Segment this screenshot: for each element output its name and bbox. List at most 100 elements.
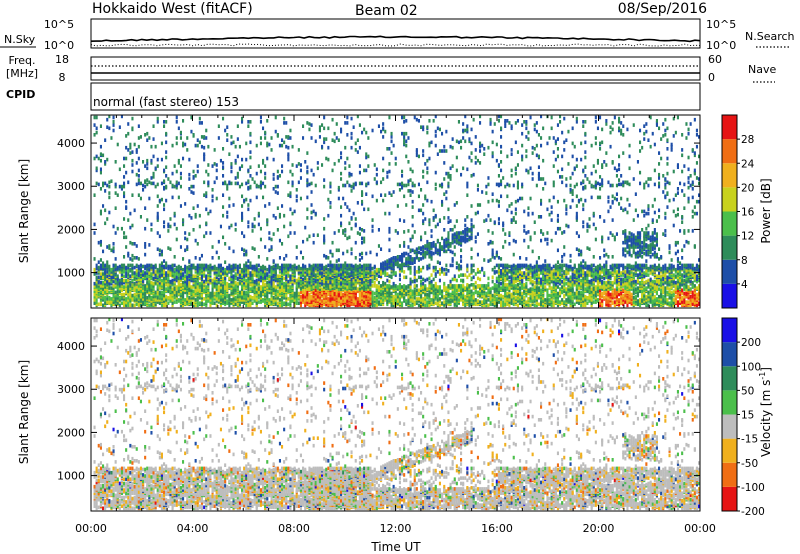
power-cell	[398, 290, 401, 295]
power-cell	[247, 224, 250, 229]
power-cell	[413, 272, 416, 276]
power-cell	[403, 230, 406, 234]
power-cell	[106, 217, 109, 221]
power-cell	[321, 123, 324, 127]
power-cell	[348, 183, 351, 188]
power-cell	[344, 293, 347, 298]
power-cell	[377, 274, 380, 278]
power-cell	[457, 284, 460, 288]
power-cell	[274, 285, 277, 289]
power-cell	[266, 141, 269, 146]
power-cell	[297, 162, 300, 166]
power-cell	[222, 235, 225, 240]
power-cell	[337, 291, 340, 296]
power-cell	[146, 166, 149, 171]
power-cell	[438, 297, 441, 301]
power-cell	[369, 250, 372, 255]
power-cell	[243, 294, 246, 299]
power-cell	[158, 300, 161, 304]
power-cell	[356, 287, 359, 291]
power-cell	[169, 296, 172, 300]
power-cell	[186, 301, 189, 305]
power-cell	[283, 272, 286, 276]
power-cell	[453, 252, 456, 257]
power-cell	[127, 251, 130, 256]
power-cell	[312, 285, 315, 289]
power-cell	[198, 140, 201, 145]
power-cell	[127, 263, 130, 268]
power-cell	[394, 229, 397, 233]
power-cell	[104, 296, 107, 300]
power-cell	[285, 263, 288, 268]
power-cell	[99, 243, 102, 247]
power-cell	[137, 283, 140, 287]
power-cell	[371, 290, 374, 295]
power-cell	[268, 301, 271, 305]
power-cell	[205, 221, 208, 226]
power-cell	[382, 135, 385, 139]
power-cell	[196, 290, 199, 295]
power-cell	[441, 266, 444, 271]
power-cell	[171, 263, 174, 268]
power-cell	[112, 128, 115, 133]
power-cell	[276, 280, 279, 285]
power-cell	[428, 276, 431, 281]
power-cell	[413, 260, 416, 264]
power-cell	[329, 190, 332, 194]
power-cell	[327, 286, 330, 290]
power-cell	[106, 245, 109, 249]
power-cell	[451, 284, 454, 288]
power-cell	[451, 233, 454, 237]
power-cell	[318, 266, 321, 271]
power-cell	[350, 184, 353, 189]
power-cell	[426, 243, 429, 247]
power-cell	[184, 231, 187, 235]
power-cell	[295, 290, 298, 295]
power-cell	[426, 277, 429, 282]
power-cell	[308, 266, 311, 271]
power-cell	[401, 287, 404, 291]
power-cell	[276, 184, 279, 189]
power-cell	[318, 299, 321, 303]
power-cell	[278, 298, 281, 302]
power-cell	[219, 283, 222, 287]
nave-label: Nave	[748, 63, 776, 76]
power-cell	[236, 124, 239, 128]
power-cell	[415, 153, 418, 158]
power-cell	[405, 183, 408, 188]
nsky-label: N.Sky	[4, 33, 36, 46]
power-cell	[219, 298, 222, 302]
power-cell	[127, 274, 130, 278]
power-cell	[257, 263, 260, 268]
power-cell	[192, 303, 195, 308]
power-cell	[363, 207, 366, 212]
power-cell	[222, 276, 225, 281]
power-cell	[160, 157, 163, 162]
power-cell	[409, 193, 412, 197]
power-cell	[304, 225, 307, 230]
power-cell	[245, 181, 248, 186]
power-cell	[169, 217, 172, 221]
power-cell	[346, 270, 349, 274]
power-cell	[386, 261, 389, 265]
power-cell	[329, 291, 332, 296]
power-cell	[285, 283, 288, 287]
power-cell	[411, 248, 414, 253]
power-cell	[310, 271, 313, 275]
power-cell	[139, 272, 142, 276]
power-cell	[137, 287, 140, 291]
power-cell	[158, 248, 161, 253]
power-cell	[430, 242, 433, 246]
power-cell	[422, 256, 425, 260]
power-cell	[304, 291, 307, 296]
power-cell	[156, 182, 159, 187]
power-cell	[449, 249, 452, 254]
power-cell	[213, 148, 216, 152]
power-cell	[457, 266, 460, 271]
power-cell	[401, 252, 404, 257]
power-cell	[388, 226, 391, 231]
power-cell	[377, 270, 380, 274]
power-cell	[333, 139, 336, 144]
power-cell	[367, 289, 370, 294]
power-cell	[194, 215, 197, 219]
